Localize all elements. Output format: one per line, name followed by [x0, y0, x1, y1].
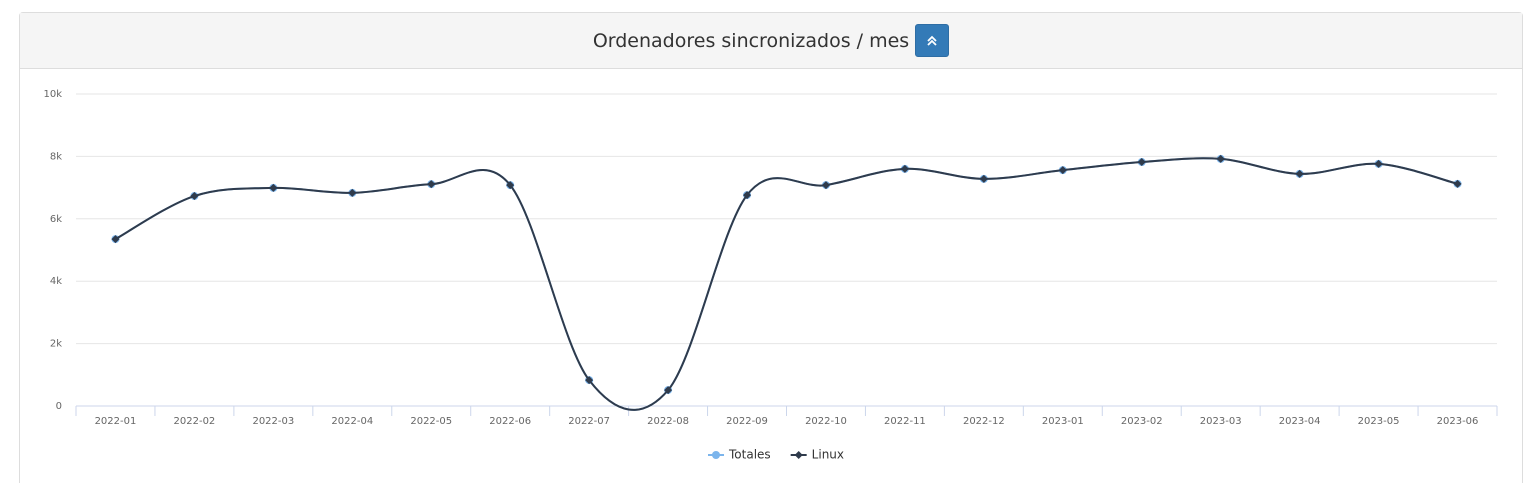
point: [1295, 169, 1304, 178]
panel: Ordenadores sincronizados / mes: [19, 12, 1523, 483]
chart-title: Ordenadores sincronizados / mes: [592, 29, 910, 52]
x-tick-label: 2023-02: [1121, 416, 1163, 427]
point: [348, 188, 357, 197]
x-tick-label: 2022-10: [805, 416, 847, 427]
point: [664, 386, 673, 395]
point: [900, 164, 909, 173]
x-tick-label: 2022-04: [331, 416, 373, 427]
chevron-icon: [927, 35, 937, 46]
legend-label: Linux: [812, 448, 844, 462]
series-line: [114, 157, 1458, 411]
x-tick-label: 2023-06: [1437, 416, 1479, 427]
y-tick-label: 10k: [43, 89, 62, 100]
y-tick-label: 0: [56, 401, 62, 412]
y-tick-label: 2k: [50, 339, 62, 350]
x-tick-label: 2022-08: [647, 416, 689, 427]
x-tick-label: 2023-01: [1042, 416, 1084, 427]
y-tick-label: 6k: [50, 214, 62, 225]
x-tick-label: 2022-02: [174, 416, 216, 427]
point: [427, 180, 436, 189]
point: [821, 181, 830, 190]
legend-label: Totales: [728, 448, 771, 462]
point: [1137, 158, 1146, 167]
point: [190, 192, 199, 201]
point: [269, 183, 278, 192]
point: [1374, 159, 1383, 168]
x-tick-label: 2023-03: [1200, 416, 1242, 427]
x-tick-label: 2022-09: [726, 416, 768, 427]
x-tick-label: 2023-04: [1279, 416, 1321, 427]
point: [1453, 179, 1462, 188]
point: [506, 181, 515, 190]
y-tick-label: 4k: [50, 276, 62, 287]
panel-header: Ordenadores sincronizados / mes: [20, 13, 1522, 69]
point: [585, 376, 594, 385]
x-tick-label: 2022-12: [963, 416, 1005, 427]
x-tick-label: 2023-05: [1358, 416, 1400, 427]
x-tick-label: 2022-01: [95, 416, 137, 427]
legend-symbol: [794, 451, 803, 459]
point: [111, 235, 120, 244]
collapse-button[interactable]: [915, 24, 950, 57]
point: [979, 174, 988, 183]
series-line: [114, 157, 1458, 411]
x-tick-label: 2022-07: [568, 416, 610, 427]
x-tick-label: 2022-03: [252, 416, 294, 427]
x-tick-label: 2022-06: [489, 416, 531, 427]
legend-symbol: [712, 451, 720, 459]
x-tick-label: 2022-05: [410, 416, 452, 427]
point: [1216, 154, 1225, 163]
x-tick-label: 2022-11: [884, 416, 926, 427]
y-tick-label: 8k: [50, 151, 62, 162]
point: [743, 191, 752, 200]
point: [1058, 166, 1067, 175]
